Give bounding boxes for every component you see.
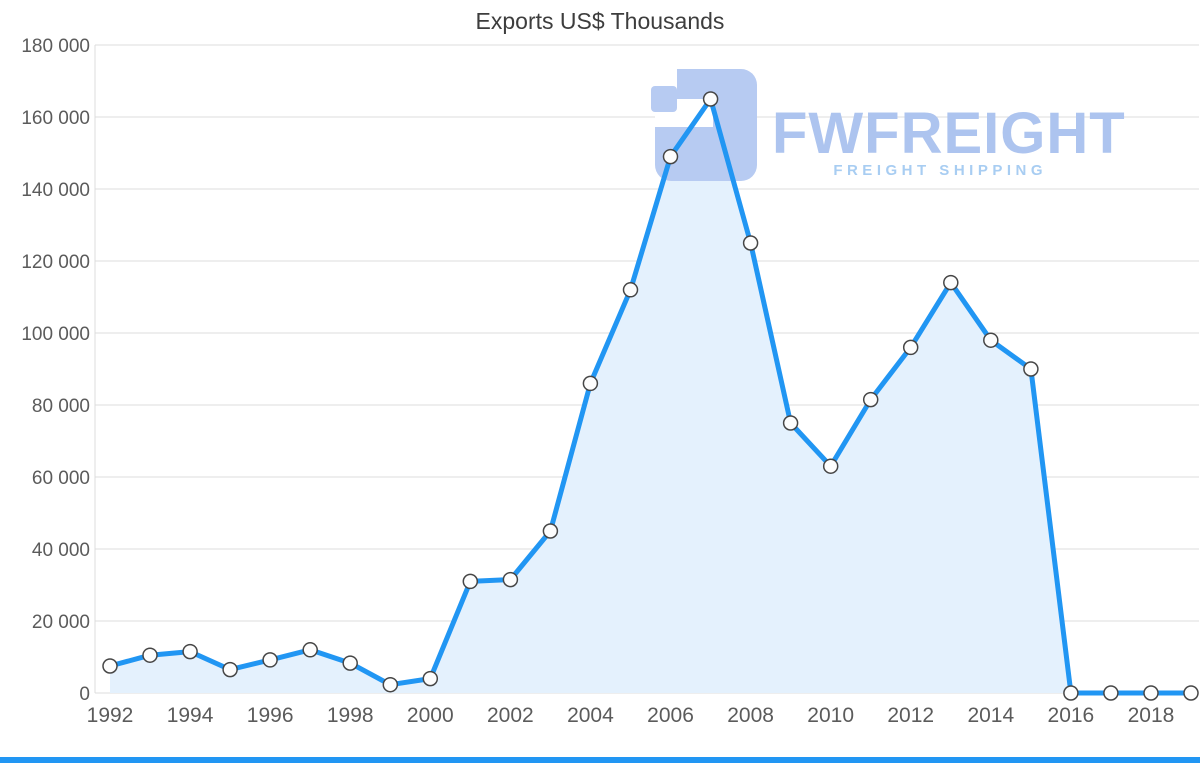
x-axis-label: 2002 xyxy=(487,704,534,727)
y-axis-label: 120 000 xyxy=(21,252,90,273)
data-point-1997[interactable] xyxy=(302,642,318,658)
y-axis-label: 80 000 xyxy=(32,396,90,417)
data-point-2012[interactable] xyxy=(902,339,919,356)
data-point-2015[interactable] xyxy=(1023,361,1039,377)
x-axis-label: 2014 xyxy=(967,704,1014,727)
data-point-2004[interactable] xyxy=(582,375,599,392)
data-point-1998[interactable] xyxy=(342,655,358,671)
data-point-2003[interactable] xyxy=(542,523,559,539)
bottom-accent-bar xyxy=(0,757,1200,763)
data-point-2013[interactable] xyxy=(943,274,959,291)
y-axis-label: 0 xyxy=(79,684,90,705)
data-point-2002[interactable] xyxy=(502,571,519,588)
x-axis-label: 2004 xyxy=(567,704,614,727)
data-point-2000[interactable] xyxy=(422,670,439,687)
y-axis-label: 180 000 xyxy=(21,36,90,57)
data-point-1996[interactable] xyxy=(262,652,278,668)
x-axis-label: 2000 xyxy=(407,704,454,727)
data-point-2006[interactable] xyxy=(662,148,679,165)
x-axis-label: 2008 xyxy=(727,704,774,727)
y-axis-label: 40 000 xyxy=(32,540,90,561)
data-point-2005[interactable] xyxy=(622,282,639,298)
data-line xyxy=(107,96,1194,696)
y-axis-label: 20 000 xyxy=(32,612,90,633)
x-axis-label: 2010 xyxy=(807,704,854,727)
data-point-2007[interactable] xyxy=(702,91,719,107)
data-point-1992[interactable] xyxy=(102,658,118,674)
data-point-2014[interactable] xyxy=(983,332,999,348)
x-axis-label: 1996 xyxy=(247,704,294,727)
data-point-2008[interactable] xyxy=(742,235,759,251)
data-point-2018[interactable] xyxy=(1143,685,1159,701)
watermark: FWFREIGHT FREIGHT SHIPPING xyxy=(651,69,1126,181)
data-point-2001[interactable] xyxy=(462,573,479,590)
data-point-2016[interactable] xyxy=(1063,685,1079,701)
x-axis-label: 2016 xyxy=(1048,704,1095,727)
marker-layer xyxy=(102,91,1199,701)
chart-title: Exports US$ Thousands xyxy=(475,8,725,34)
watermark-brand-text: FWFREIGHT xyxy=(772,101,1126,166)
y-axis-label: 140 000 xyxy=(21,180,90,201)
data-point-2011[interactable] xyxy=(862,391,879,408)
x-axis-label: 1994 xyxy=(167,704,214,727)
data-point-2019[interactable] xyxy=(1183,685,1199,701)
data-point-2009[interactable] xyxy=(782,415,799,431)
data-point-1993[interactable] xyxy=(142,647,158,663)
data-point-1999[interactable] xyxy=(382,676,399,693)
x-axis-label: 2012 xyxy=(887,704,934,727)
x-axis-label: 2018 xyxy=(1128,704,1175,727)
area-fill xyxy=(110,99,1191,693)
y-axis-label: 60 000 xyxy=(32,468,90,489)
y-axis-label: 100 000 xyxy=(21,324,90,345)
watermark-tagline-text: FREIGHT SHIPPING xyxy=(833,162,1047,179)
data-point-2010[interactable] xyxy=(822,458,839,474)
data-point-2017[interactable] xyxy=(1103,685,1119,701)
data-point-1995[interactable] xyxy=(222,661,238,678)
data-point-1994[interactable] xyxy=(182,643,198,660)
y-axis-label: 160 000 xyxy=(21,108,90,129)
x-axis-label: 1998 xyxy=(327,704,374,727)
x-axis-label: 2006 xyxy=(647,704,694,727)
x-axis-label: 1992 xyxy=(87,704,134,727)
